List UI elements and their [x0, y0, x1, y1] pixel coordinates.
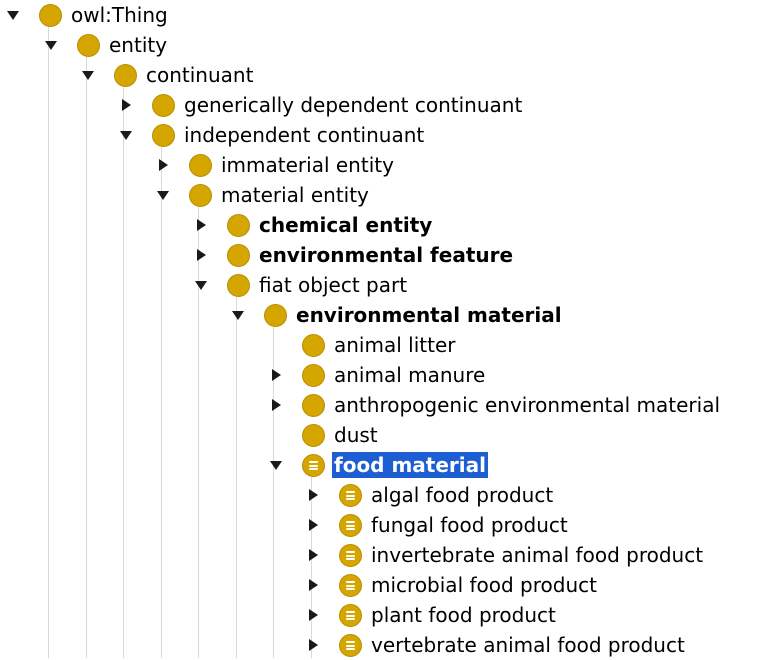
defined-class-icon	[339, 574, 362, 597]
tree-node-label[interactable]: fiat object part	[259, 273, 408, 297]
class-icon	[302, 394, 325, 417]
class-icon	[152, 94, 175, 117]
defined-class-icon	[339, 544, 362, 567]
defined-class-icon	[339, 634, 362, 657]
defined-class-icon	[339, 514, 362, 537]
tree-guide-line	[161, 147, 162, 658]
collapsed-triangle-icon[interactable]	[115, 94, 137, 116]
expanded-triangle-icon[interactable]	[190, 274, 212, 296]
collapsed-triangle-icon[interactable]	[302, 544, 324, 566]
collapsed-triangle-icon[interactable]	[265, 364, 287, 386]
tree-node-label[interactable]: continuant	[146, 63, 254, 87]
class-icon	[189, 154, 212, 177]
class-icon	[302, 424, 325, 447]
expanded-triangle-icon[interactable]	[77, 64, 99, 86]
class-icon	[77, 34, 100, 57]
tree-node-label[interactable]: independent continuant	[184, 123, 425, 147]
expanded-triangle-icon[interactable]	[2, 4, 24, 26]
tree-node-vertebrate-animal-food-product[interactable]: vertebrate animal food product	[0, 630, 768, 660]
tree-node-label[interactable]: generically dependent continuant	[184, 93, 523, 117]
collapsed-triangle-icon[interactable]	[302, 604, 324, 626]
tree-node-label[interactable]: invertebrate animal food product	[371, 543, 704, 567]
tree-guide-line	[86, 57, 87, 658]
class-icon	[39, 4, 62, 27]
expanded-triangle-icon[interactable]	[265, 454, 287, 476]
tree-node-microbial-food-product[interactable]: microbial food product	[0, 570, 768, 600]
class-icon	[152, 124, 175, 147]
tree-node-label[interactable]: dust	[334, 423, 378, 447]
collapsed-triangle-icon[interactable]	[302, 484, 324, 506]
tree-node-label[interactable]: animal manure	[334, 363, 486, 387]
tree-node-algal-food-product[interactable]: algal food product	[0, 480, 768, 510]
tree-node-label[interactable]: food material	[332, 452, 488, 478]
collapsed-triangle-icon[interactable]	[190, 244, 212, 266]
tree-node-fungal-food-product[interactable]: fungal food product	[0, 510, 768, 540]
class-icon	[189, 184, 212, 207]
tree-node-generically-dependent-continuant[interactable]: generically dependent continuant	[0, 90, 768, 120]
collapsed-triangle-icon[interactable]	[265, 394, 287, 416]
tree-node-label[interactable]: material entity	[221, 183, 369, 207]
class-icon	[227, 274, 250, 297]
collapsed-triangle-icon[interactable]	[302, 574, 324, 596]
tree-guide-line	[236, 297, 237, 658]
tree-node-food-material[interactable]: food material	[0, 450, 768, 480]
tree-node-chemical-entity[interactable]: chemical entity	[0, 210, 768, 240]
tree-node-immaterial-entity[interactable]: immaterial entity	[0, 150, 768, 180]
tree-node-invertebrate-animal-food-product[interactable]: invertebrate animal food product	[0, 540, 768, 570]
tree-node-label[interactable]: immaterial entity	[221, 153, 394, 177]
tree-node-anthropogenic-environmental-material[interactable]: anthropogenic environmental material	[0, 390, 768, 420]
class-icon	[227, 244, 250, 267]
expanded-triangle-icon[interactable]	[40, 34, 62, 56]
tree-guide-line	[48, 27, 49, 658]
defined-class-icon	[339, 604, 362, 627]
expanded-triangle-icon[interactable]	[227, 304, 249, 326]
collapsed-triangle-icon[interactable]	[152, 154, 174, 176]
collapsed-triangle-icon[interactable]	[302, 634, 324, 656]
tree-node-fiat-object-part[interactable]: fiat object part	[0, 270, 768, 300]
tree-node-label[interactable]: plant food product	[371, 603, 556, 627]
tree-guide-line	[198, 207, 199, 658]
tree-node-entity[interactable]: entity	[0, 30, 768, 60]
class-icon	[302, 334, 325, 357]
tree-node-label[interactable]: entity	[109, 33, 168, 57]
tree-node-owl-thing[interactable]: owl:Thing	[0, 0, 768, 30]
collapsed-triangle-icon[interactable]	[302, 514, 324, 536]
defined-class-icon	[339, 484, 362, 507]
tree-guide-line	[273, 327, 274, 658]
tree-guide-line	[311, 477, 312, 658]
tree-node-dust[interactable]: dust	[0, 420, 768, 450]
tree-guide-line	[123, 87, 124, 658]
tree-node-label[interactable]: animal litter	[334, 333, 456, 357]
expanded-triangle-icon[interactable]	[152, 184, 174, 206]
defined-class-icon	[302, 454, 325, 477]
tree-node-label[interactable]: microbial food product	[371, 573, 597, 597]
class-icon	[302, 364, 325, 387]
class-icon	[114, 64, 137, 87]
class-icon	[227, 214, 250, 237]
tree-node-label[interactable]: environmental feature	[259, 243, 514, 267]
tree-node-label[interactable]: anthropogenic environmental material	[334, 393, 721, 417]
collapsed-triangle-icon[interactable]	[190, 214, 212, 236]
expanded-triangle-icon[interactable]	[115, 124, 137, 146]
tree-node-label[interactable]: vertebrate animal food product	[371, 633, 685, 657]
tree-node-label[interactable]: owl:Thing	[71, 3, 168, 27]
tree-node-material-entity[interactable]: material entity	[0, 180, 768, 210]
tree-node-label[interactable]: chemical entity	[259, 213, 433, 237]
tree-node-independent-continuant[interactable]: independent continuant	[0, 120, 768, 150]
tree-node-label[interactable]: environmental material	[296, 303, 562, 327]
tree-node-animal-manure[interactable]: animal manure	[0, 360, 768, 390]
tree-node-environmental-material[interactable]: environmental material	[0, 300, 768, 330]
tree-node-continuant[interactable]: continuant	[0, 60, 768, 90]
tree-node-label[interactable]: algal food product	[371, 483, 554, 507]
tree-node-animal-litter[interactable]: animal litter	[0, 330, 768, 360]
class-icon	[264, 304, 287, 327]
tree-node-label[interactable]: fungal food product	[371, 513, 568, 537]
tree-node-plant-food-product[interactable]: plant food product	[0, 600, 768, 630]
tree-node-environmental-feature[interactable]: environmental feature	[0, 240, 768, 270]
